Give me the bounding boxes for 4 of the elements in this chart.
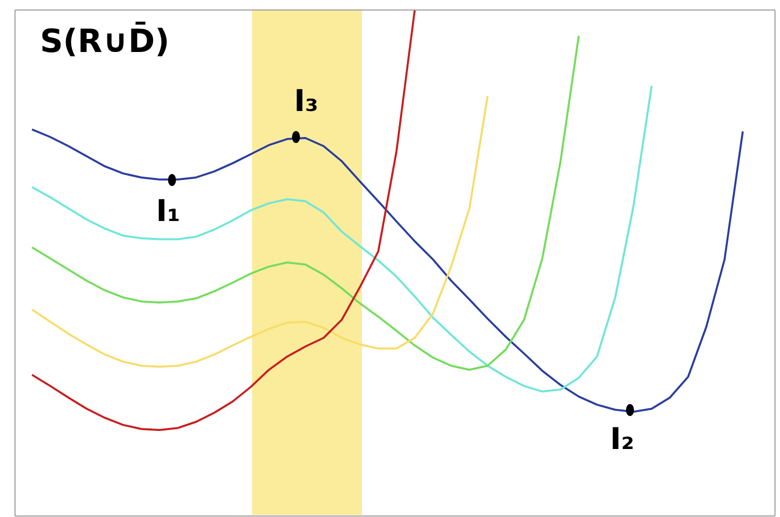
- annotation: I₁: [156, 194, 180, 229]
- y-axis-title: S(R∪D̄): [40, 22, 170, 60]
- annotation: I₃: [294, 84, 318, 119]
- annotation: I₂: [610, 422, 634, 457]
